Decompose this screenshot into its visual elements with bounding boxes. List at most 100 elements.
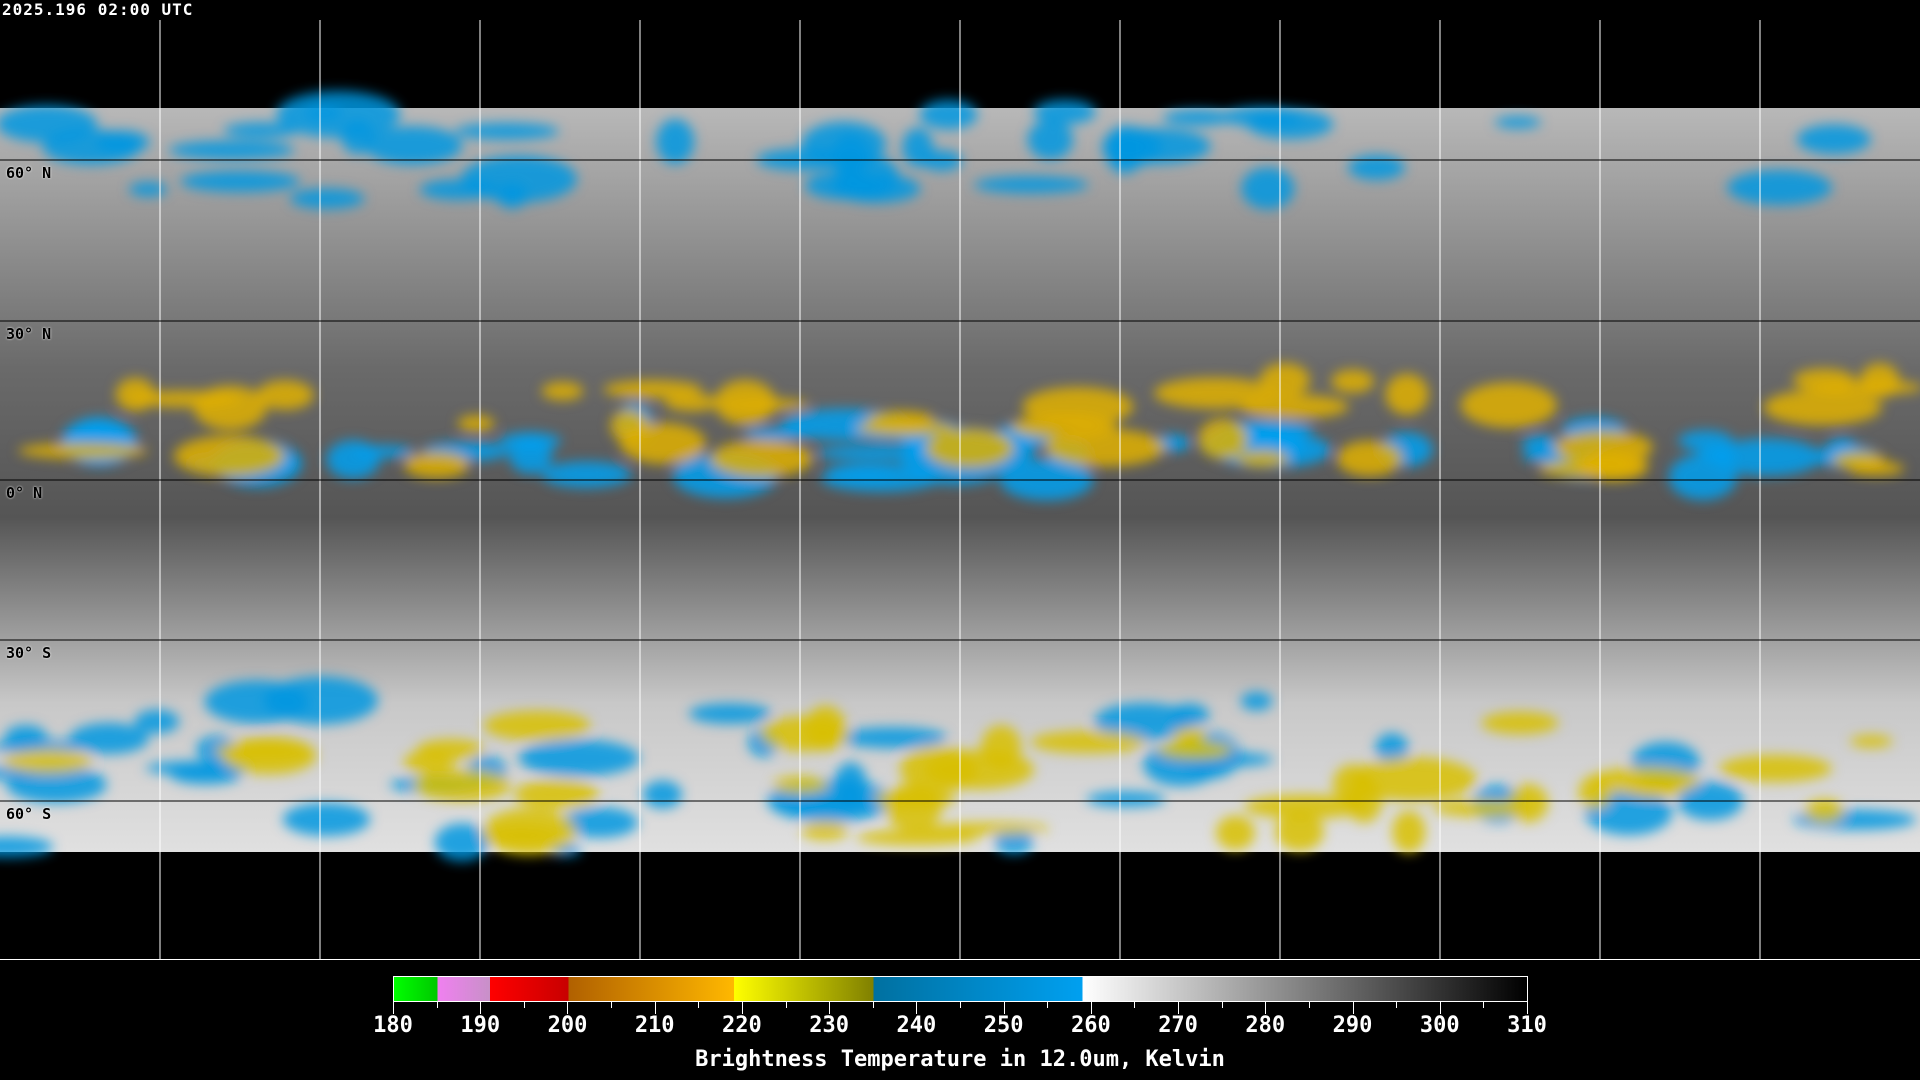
cloud-region [981,725,1022,769]
cloud-region [656,118,695,165]
cloud-region [6,766,107,804]
cloud-region [719,398,809,411]
cloud-region [518,739,640,777]
colorbar-tick [654,1002,656,1014]
cloud-region [326,440,380,479]
colorbar-tick [1047,1002,1049,1008]
cloud-region [1375,733,1409,763]
colorbar-tick [480,1002,482,1014]
cloud-region [1719,754,1832,783]
cloud-region [1259,363,1310,398]
cloud-region [561,807,638,838]
cloud-region [610,409,649,443]
cloud-region [1162,109,1234,126]
cloud-region [204,680,310,724]
cloud-region [1392,810,1426,853]
colorbar-tick-label: 280 [1245,1013,1286,1038]
cloud-region [18,442,148,459]
cloud-region [1797,124,1871,155]
cloud-region [710,439,813,478]
cloud-region [805,705,846,751]
cloud-region [180,170,301,193]
cloud-region [1850,735,1893,748]
cloud-region [902,127,934,167]
cloud-region [1481,711,1559,735]
cloud-region [0,105,98,143]
cloud-region [484,826,560,845]
colorbar-tick-label: 260 [1070,1013,1111,1038]
cloud-region [922,822,1050,835]
colorbar-tick [916,1002,918,1014]
cloud-region [1236,450,1289,468]
cloud-region [1336,440,1403,477]
cloud-region [801,821,849,840]
cloud-region [1010,414,1118,439]
colorbar-tick [1527,1002,1528,1014]
cloud-region [403,451,470,479]
cloud-region [919,99,978,130]
cloud-region [1033,99,1096,125]
cloud-region [874,789,957,809]
cloud-region [1804,799,1845,823]
cloud-region [688,703,771,724]
cloud-region [815,445,936,462]
cloud-region [1154,377,1276,409]
colorbar-tick [960,1002,961,1008]
cloud-region [974,176,1089,194]
colorbar-tick-label: 210 [634,1013,675,1038]
colorbar-tick [436,1002,438,1008]
cloud-region [1521,434,1561,455]
cloud-region [134,709,180,734]
cloud-region [541,461,632,488]
colorbar-tick [872,1002,874,1008]
colorbar-tick [611,1002,613,1008]
cloud-region [826,464,901,480]
colorbar-tick [1003,1002,1005,1014]
cloud-region [454,122,560,140]
cloud-region [223,122,299,138]
colorbar-tick [523,1002,525,1008]
cloud-region [514,779,599,810]
colorbar-tick [741,1002,743,1014]
cloud-region [282,802,371,837]
satellite-map: 2025.196 02:00 UTC 60° N 30° N 0° N 30° … [0,0,1920,960]
colorbar-tick-label: 250 [983,1013,1024,1038]
cloud-region [483,710,591,741]
cloud-region [1432,799,1532,817]
cloud-region [434,823,489,862]
lat-label-60n: 60° N [6,164,52,182]
cloud-region [1086,791,1166,807]
map-imagery [0,20,1920,959]
lat-label-0: 0° N [6,484,43,502]
cloud-region [664,393,719,412]
colorbar-tick-label: 300 [1419,1013,1460,1038]
cloud-region [256,380,314,410]
cloud-region [1712,438,1822,476]
cloud-region [145,760,252,776]
colorbar-tick [698,1002,700,1008]
cloud-region [1494,116,1542,129]
lat-label-60s: 60° S [6,805,52,823]
cloud-region [1275,811,1324,852]
timestamp: 2025.196 02:00 UTC [2,0,194,19]
colorbar-title: Brightness Temperature in 12.0um, Kelvin [695,1047,1225,1072]
cloud-region [1215,815,1255,851]
cloud-region [0,836,54,858]
cloud-region [69,722,149,755]
colorbar-tick [1483,1002,1485,1008]
cloud-region [363,126,463,165]
cloud-region [1244,794,1366,819]
cloud-region [899,746,977,793]
colorbar-tick [1090,1002,1092,1014]
cloud-region [1105,125,1145,174]
colorbar-tick [1221,1002,1223,1008]
cloud-region [999,458,1094,501]
cloud-region [541,381,584,401]
cloud-region [214,742,314,760]
cloud-region [1198,418,1248,460]
cloud-region [1385,373,1429,416]
cloud-region [1027,119,1074,160]
cloud-region [403,750,454,774]
cloud-region [1460,382,1558,428]
cloud-region [834,762,867,803]
